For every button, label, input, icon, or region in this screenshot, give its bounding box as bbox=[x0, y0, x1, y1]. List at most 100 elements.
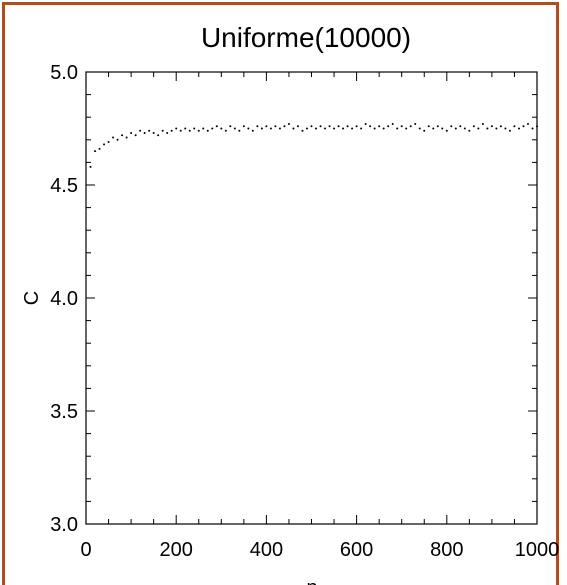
data-points bbox=[89, 122, 538, 168]
x-tick-label: 200 bbox=[160, 539, 193, 561]
data-point bbox=[360, 127, 363, 130]
data-point bbox=[396, 127, 399, 130]
data-point bbox=[427, 125, 430, 128]
data-point bbox=[287, 122, 290, 125]
data-point bbox=[378, 125, 381, 128]
plot-area bbox=[85, 71, 538, 525]
data-point bbox=[251, 129, 254, 132]
x-tick-label: 0 bbox=[80, 539, 91, 561]
data-point bbox=[513, 125, 516, 128]
data-point bbox=[432, 127, 435, 130]
data-point bbox=[450, 125, 453, 128]
data-point bbox=[188, 129, 191, 132]
data-point bbox=[445, 129, 448, 132]
y-tick-label: 4.0 bbox=[50, 288, 78, 310]
data-point bbox=[152, 132, 155, 135]
data-point bbox=[283, 125, 286, 128]
x-tick-label: 1000 bbox=[515, 539, 560, 561]
data-point bbox=[184, 127, 187, 130]
data-point bbox=[382, 127, 385, 130]
data-point bbox=[139, 129, 142, 132]
data-point bbox=[170, 129, 173, 132]
data-point bbox=[112, 136, 115, 139]
data-point bbox=[301, 129, 304, 132]
data-point bbox=[260, 127, 263, 130]
data-point bbox=[342, 127, 345, 130]
data-point bbox=[400, 125, 403, 128]
data-point bbox=[436, 125, 439, 128]
data-point bbox=[238, 129, 241, 132]
y-tick-label: 3.5 bbox=[50, 401, 78, 423]
data-point bbox=[179, 129, 182, 132]
data-point bbox=[305, 127, 308, 130]
data-point bbox=[143, 132, 146, 135]
data-point bbox=[215, 125, 218, 128]
data-point bbox=[517, 127, 520, 130]
data-point bbox=[202, 127, 205, 130]
y-tick-label: 4.5 bbox=[50, 175, 78, 197]
data-point bbox=[508, 129, 511, 132]
chart-title: Uniforme(10000) bbox=[201, 22, 411, 53]
data-point bbox=[414, 122, 417, 125]
data-point bbox=[337, 125, 340, 128]
data-point bbox=[319, 125, 322, 128]
data-point bbox=[121, 134, 124, 137]
data-point bbox=[116, 138, 119, 141]
data-point bbox=[328, 125, 331, 128]
data-point bbox=[269, 127, 272, 130]
data-point bbox=[233, 127, 236, 130]
y-axis-label: C bbox=[21, 291, 43, 305]
data-point bbox=[405, 127, 408, 130]
data-point bbox=[134, 134, 137, 137]
data-point bbox=[391, 122, 394, 125]
data-point bbox=[423, 129, 426, 132]
data-point bbox=[351, 127, 354, 130]
y-tick-label: 5.0 bbox=[50, 62, 78, 84]
chart-frame bbox=[2, 2, 559, 585]
data-point bbox=[148, 129, 151, 132]
data-point bbox=[468, 129, 471, 132]
data-point bbox=[197, 129, 200, 132]
data-point bbox=[499, 125, 502, 128]
data-point bbox=[315, 127, 318, 130]
data-point bbox=[346, 125, 349, 128]
data-point bbox=[387, 125, 390, 128]
data-point bbox=[193, 127, 196, 130]
data-point bbox=[229, 125, 232, 128]
axis-ticks bbox=[85, 71, 538, 525]
data-point bbox=[292, 127, 295, 130]
data-point bbox=[495, 127, 498, 130]
data-point bbox=[463, 127, 466, 130]
data-point bbox=[278, 127, 281, 130]
data-point bbox=[296, 125, 299, 128]
data-point bbox=[98, 147, 101, 150]
data-point bbox=[103, 143, 106, 146]
data-point bbox=[536, 125, 538, 128]
data-point bbox=[157, 134, 160, 137]
data-point bbox=[274, 125, 277, 128]
x-tick-label: 400 bbox=[250, 539, 283, 561]
data-point bbox=[364, 122, 367, 125]
data-point bbox=[224, 129, 227, 132]
data-point bbox=[175, 127, 178, 130]
data-point bbox=[504, 127, 507, 130]
data-point bbox=[472, 125, 475, 128]
data-point bbox=[531, 127, 534, 130]
data-point bbox=[490, 125, 493, 128]
data-point bbox=[373, 127, 376, 130]
x-axis-label: n bbox=[306, 577, 317, 585]
data-point bbox=[256, 125, 259, 128]
y-tick-label: 3.0 bbox=[50, 514, 78, 536]
x-tick-label: 800 bbox=[430, 539, 463, 561]
data-point bbox=[369, 125, 372, 128]
data-point bbox=[459, 125, 462, 128]
data-point bbox=[94, 150, 97, 153]
data-point bbox=[265, 125, 268, 128]
data-point bbox=[486, 127, 489, 130]
data-point bbox=[130, 132, 133, 135]
data-point bbox=[333, 127, 336, 130]
data-point bbox=[89, 165, 92, 168]
x-tick-label: 600 bbox=[340, 539, 373, 561]
data-point bbox=[125, 136, 128, 139]
data-point bbox=[206, 129, 209, 132]
